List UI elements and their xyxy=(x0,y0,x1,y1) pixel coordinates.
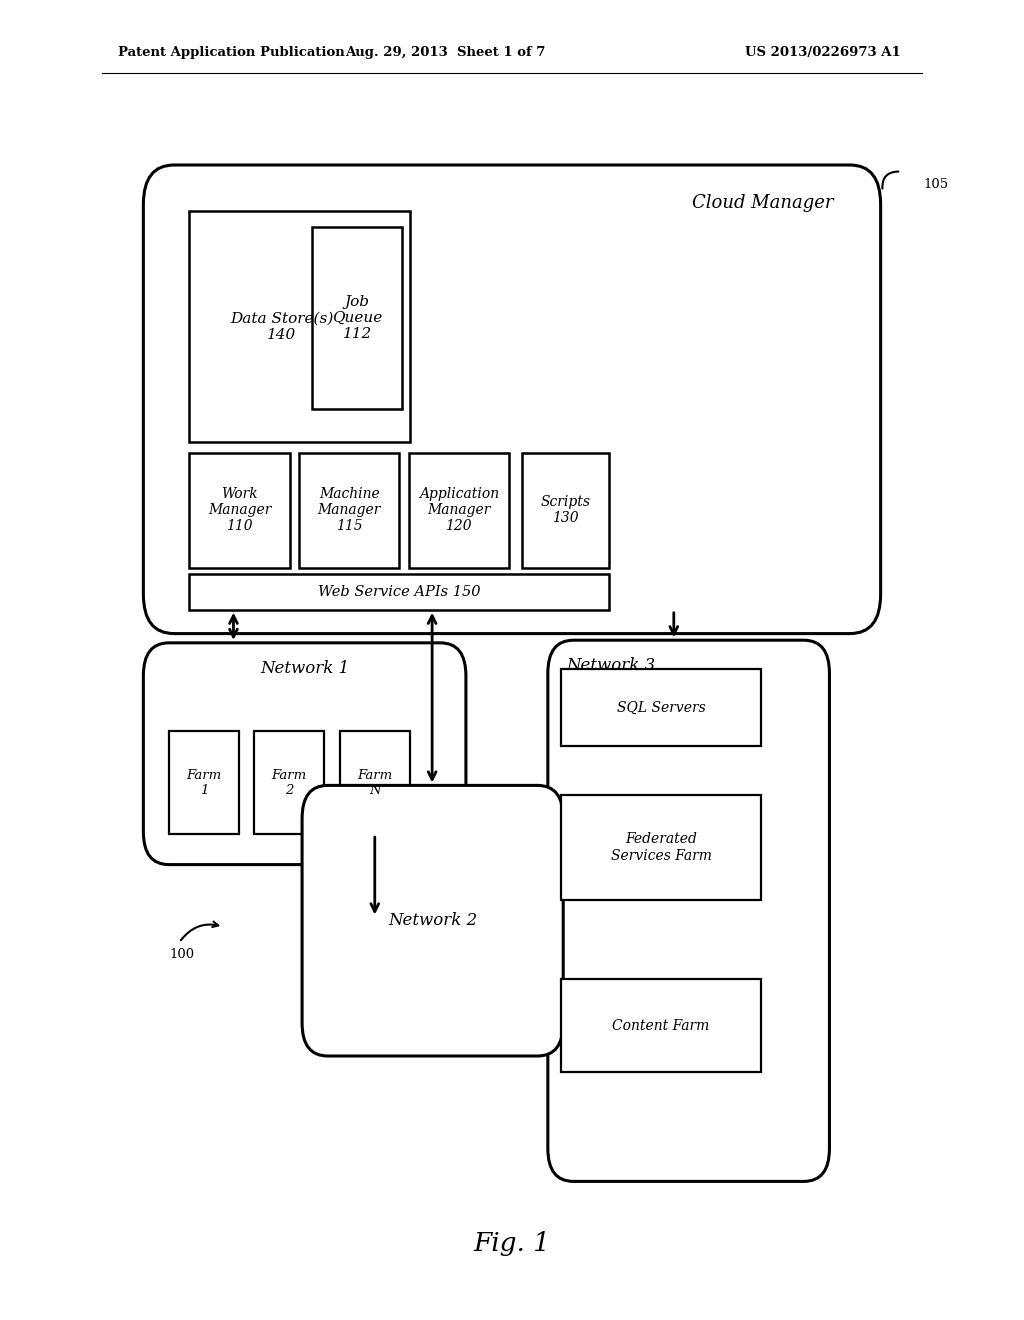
FancyBboxPatch shape xyxy=(143,165,881,634)
Text: Farm
1: Farm 1 xyxy=(186,768,221,797)
Text: Fig. 1: Fig. 1 xyxy=(473,1232,551,1255)
Text: Farm
2: Farm 2 xyxy=(271,768,306,797)
FancyBboxPatch shape xyxy=(522,453,609,568)
Text: Network 3: Network 3 xyxy=(566,657,655,675)
FancyBboxPatch shape xyxy=(561,669,761,746)
FancyBboxPatch shape xyxy=(169,731,239,834)
Text: Patent Application Publication: Patent Application Publication xyxy=(118,46,344,59)
Text: Content Farm: Content Farm xyxy=(612,1019,710,1032)
Text: Job
Queue
112: Job Queue 112 xyxy=(332,294,383,342)
FancyBboxPatch shape xyxy=(409,453,509,568)
FancyBboxPatch shape xyxy=(340,731,410,834)
FancyBboxPatch shape xyxy=(561,979,761,1072)
Text: Application
Manager
120: Application Manager 120 xyxy=(419,487,499,533)
Text: Data Store(s)
140: Data Store(s) 140 xyxy=(230,312,334,342)
FancyBboxPatch shape xyxy=(548,640,829,1181)
FancyBboxPatch shape xyxy=(254,731,324,834)
Text: 105: 105 xyxy=(924,178,949,191)
Text: 100: 100 xyxy=(169,948,195,961)
FancyBboxPatch shape xyxy=(299,453,399,568)
FancyBboxPatch shape xyxy=(561,795,761,900)
FancyBboxPatch shape xyxy=(312,227,402,409)
Text: Machine
Manager
115: Machine Manager 115 xyxy=(317,487,381,533)
Text: US 2013/0226973 A1: US 2013/0226973 A1 xyxy=(745,46,901,59)
Text: Work
Manager
110: Work Manager 110 xyxy=(208,487,271,533)
Text: Network 2: Network 2 xyxy=(388,912,477,929)
Text: Aug. 29, 2013  Sheet 1 of 7: Aug. 29, 2013 Sheet 1 of 7 xyxy=(345,46,546,59)
FancyBboxPatch shape xyxy=(143,643,466,865)
Text: Farm
N: Farm N xyxy=(357,768,392,797)
Text: Federated
Services Farm: Federated Services Farm xyxy=(610,833,712,862)
Text: SQL Servers: SQL Servers xyxy=(616,701,706,714)
Text: Cloud Manager: Cloud Manager xyxy=(692,194,834,213)
Text: Network 1: Network 1 xyxy=(260,660,349,677)
FancyBboxPatch shape xyxy=(189,574,609,610)
FancyBboxPatch shape xyxy=(189,453,290,568)
FancyBboxPatch shape xyxy=(189,211,410,442)
FancyBboxPatch shape xyxy=(302,785,563,1056)
Text: Scripts
130: Scripts 130 xyxy=(541,495,591,525)
Text: Web Service APIs 150: Web Service APIs 150 xyxy=(318,585,480,599)
